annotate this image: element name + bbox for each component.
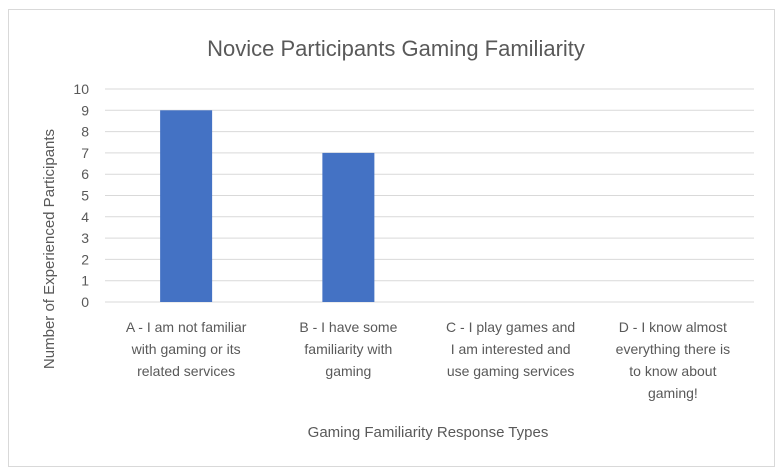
x-category-label-line: with gaming or its bbox=[131, 341, 241, 357]
y-tick-label: 8 bbox=[81, 124, 89, 140]
x-category-label-line: D - I know almost bbox=[619, 319, 727, 335]
x-category-label-line: I am interested and bbox=[451, 341, 571, 357]
x-category-label-line: to know about bbox=[629, 363, 716, 379]
x-axis-title: Gaming Familiarity Response Types bbox=[308, 424, 549, 441]
y-tick-label: 7 bbox=[81, 145, 89, 161]
gridlines bbox=[105, 88, 754, 303]
x-category-label-line: A - I am not familiar bbox=[126, 319, 247, 335]
x-category-label-line: C - I play games and bbox=[446, 319, 575, 335]
y-tick-label: 5 bbox=[81, 188, 89, 204]
bar bbox=[322, 152, 375, 302]
y-tick-label: 10 bbox=[73, 81, 89, 97]
x-category-label-line: everything there is bbox=[616, 341, 730, 357]
x-category-label-line: use gaming services bbox=[447, 363, 575, 379]
chart-title: Novice Participants Gaming Familiarity bbox=[207, 36, 585, 61]
y-tick-label: 9 bbox=[81, 102, 89, 118]
y-tick-label: 1 bbox=[81, 273, 89, 289]
bars bbox=[160, 110, 375, 302]
x-category-label: C - I play games and I am interested and u… bbox=[446, 319, 575, 379]
x-category-label-line: gaming bbox=[325, 363, 371, 379]
x-category-label: A - I am not familiar with gaming or its r… bbox=[126, 319, 247, 379]
y-tick-label: 4 bbox=[81, 209, 89, 225]
x-category-label: B - I have some familiarity with gaming bbox=[299, 319, 397, 379]
x-category-label-line: gaming! bbox=[648, 385, 698, 401]
y-tick-label: 0 bbox=[81, 294, 89, 310]
y-tick-label: 3 bbox=[81, 230, 89, 246]
bar bbox=[160, 110, 213, 302]
y-tick-label: 2 bbox=[81, 251, 89, 267]
x-category-label-line: related services bbox=[137, 363, 235, 379]
category-labels: A - I am not familiar with gaming or its r… bbox=[126, 319, 730, 401]
y-tick-label: 6 bbox=[81, 166, 89, 182]
x-category-label-line: B - I have some bbox=[299, 319, 397, 335]
y-axis-title: Number of Experienced Participants bbox=[41, 129, 58, 369]
x-category-label-line: familiarity with bbox=[304, 341, 392, 357]
x-category-label: D - I know almost everything there is to k… bbox=[616, 319, 730, 401]
y-tick-labels: 0 1 2 3 4 5 6 7 8 9 10 bbox=[73, 81, 89, 310]
